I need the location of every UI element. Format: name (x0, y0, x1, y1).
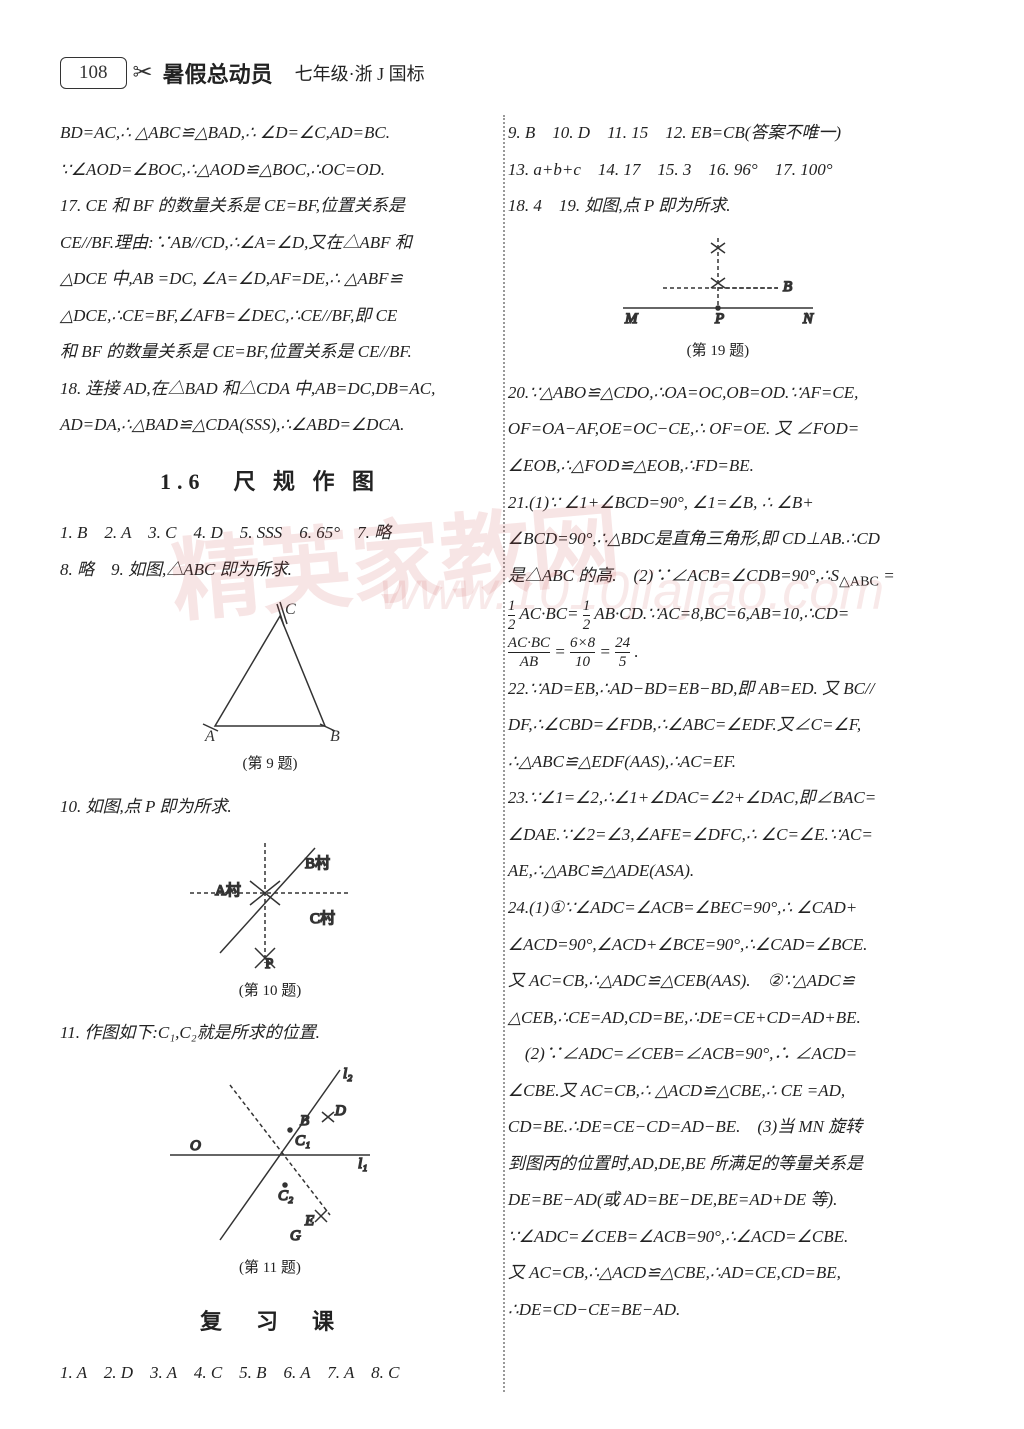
fraction: 6×810 (570, 635, 595, 671)
text-line: 23.∵∠1=∠2,∴∠1+∠DAC=∠2+∠DAC,即∠BAC= (508, 780, 928, 817)
title-sub: 七年级·浙 J 国标 (295, 60, 425, 86)
text-line: 到图丙的位置时,AD,DE,BE 所满足的等量关系是 (508, 1146, 928, 1183)
fraction: 12 (508, 598, 516, 634)
text-line: 21.(1)∵ ∠1+∠BCD=90°, ∠1=∠B, ∴ ∠B+ (508, 485, 928, 522)
text-line: △DCE,∴CE=BF,∠AFB=∠DEC,∴CE//BF,即 CE (60, 298, 480, 335)
svg-text:C₂: C₂ (278, 1188, 293, 1204)
text-line: 又 AC=CB,∴△ADC≌△CEB(AAS). ②∵△ADC≌ (508, 963, 928, 1000)
text-line: 18. 4 19. 如图,点 P 即为所求. (508, 188, 928, 225)
page-number: 108 (60, 57, 127, 89)
text-line: AD=DA,∴△BAD≌△CDA(SSS),∴∠ABD=∠DCA. (60, 407, 480, 444)
text-line: 18. 连接 AD,在△BAD 和△CDA 中,AB=DC,DB=AC, (60, 371, 480, 408)
svg-text:M: M (624, 311, 639, 327)
figure-19: M P N B (第 19 题) (508, 233, 928, 367)
svg-text:l₂: l₂ (343, 1066, 352, 1082)
text-line: ∠BCD=90°,∴△BDC是直角三角形,即 CD⊥AB.∴CD (508, 521, 928, 558)
svg-text:B: B (330, 728, 340, 745)
text-span: AB·CD.∵AC=8,BC=6,AB=10,∴CD= (594, 604, 849, 623)
text-line: 24.(1)①∵∠ADC=∠ACB=∠BEC=90°,∴ ∠CAD+ (508, 890, 928, 927)
text-line: 17. CE 和 BF 的数量关系是 CE=BF,位置关系是 (60, 188, 480, 225)
figure-9-svg: C A B (185, 596, 355, 746)
text-line: △CEB,∴CE=AD,CD=BE,∴DE=CE+CD=AD+BE. (508, 1000, 928, 1037)
text-line: 和 BF 的数量关系是 CE=BF,位置关系是 CE//BF. (60, 334, 480, 371)
text-line: △DCE 中,AB =DC, ∠A=∠D,AF=DE,∴ △ABF≌ (60, 261, 480, 298)
figure-19-svg: M P N B (603, 233, 833, 333)
text-span: AC·BC= (519, 604, 578, 623)
figure-10-svg: B村 A村 C村 P (170, 833, 370, 973)
text-line: DF,∴∠CBD=∠FDB,∴∠ABC=∠EDF.又∠C=∠F, (508, 707, 928, 744)
text-line: 是△ABC 的高. (2)∵∠ACB=∠CDB=90°,∴S△ABC = (508, 558, 928, 597)
text-line: BD=AC,∴ △ABC≌△BAD,∴ ∠D=∠C,AD=BC. (60, 115, 480, 152)
text-line: AC·BCAB = 6×810 = 245 . (508, 634, 928, 671)
figure-11: O D B C₁ l₁ l₂ C₂ E G (第 11 题) (60, 1060, 480, 1284)
text-line: (2)∵∠ADC=∠CEB=∠ACB=90°,∴ ∠ACD= (508, 1036, 928, 1073)
svg-text:B: B (300, 1113, 309, 1129)
text-line: ∠DAE.∵∠2=∠3,∠AFE=∠DFC,∴ ∠C=∠E.∵AC= (508, 817, 928, 854)
text-line: 10. 如图,点 P 即为所求. (60, 789, 480, 826)
text-line: DE=BE−AD(或 AD=BE−DE,BE=AD+DE 等). (508, 1182, 928, 1219)
figure-19-caption: (第 19 题) (687, 335, 750, 367)
column-divider (503, 115, 505, 1392)
svg-text:N: N (802, 311, 814, 327)
fraction: AC·BCAB (508, 635, 550, 671)
section-title-review: 复 习 课 (60, 1298, 480, 1345)
fraction: 245 (615, 635, 630, 671)
svg-text:A: A (204, 728, 215, 745)
left-column: BD=AC,∴ △ABC≌△BAD,∴ ∠D=∠C,AD=BC. ∵∠AOD=∠… (60, 115, 494, 1392)
text-line: 20.∵△ABO≌△CDO,∴OA=OC,OB=OD.∵AF=CE, (508, 375, 928, 412)
text-line: ∵∠ADC=∠CEB=∠ACB=90°,∴∠ACD=∠CBE. (508, 1219, 928, 1256)
title-main: 暑假总动员 (163, 57, 273, 89)
text-line: ∠EOB,∴△FOD≌△EOB,∴FD=BE. (508, 448, 928, 485)
text-line: 8. 略 9. 如图,△ABC 即为所求. (60, 552, 480, 589)
figure-10: B村 A村 C村 P (第 10 题) (60, 833, 480, 1007)
text-line: AE,∴△ABC≌△ADE(ASA). (508, 853, 928, 890)
text-line: CE//BF.理由:∵AB//CD,∴∠A=∠D,又在△ABF 和 (60, 225, 480, 262)
text-line: ∴△ABC≌△EDF(AAS),∴AC=EF. (508, 744, 928, 781)
section-title-1-6: 1.6 尺 规 作 图 (60, 458, 480, 505)
svg-text:C₁: C₁ (295, 1133, 310, 1149)
svg-text:G: G (290, 1228, 301, 1244)
text-span: 是△ABC 的高. (2)∵∠ACB=∠CDB=90°,∴S (508, 566, 839, 585)
figure-9: C A B (第 9 题) (60, 596, 480, 780)
text-line: 1. B 2. A 3. C 4. D 5. SSS 6. 65° 7. 略 (60, 515, 480, 552)
text-line: ∵∠AOD=∠BOC,∴△AOD≌△BOC,∴OC=OD. (60, 152, 480, 189)
page-header: 108 ✂ 暑假总动员 七年级·浙 J 国标 (60, 50, 964, 95)
text-line: CD=BE.∴DE=CE−CD=AD−BE. (3)当 MN 旋转 (508, 1109, 928, 1146)
subscript: △ABC (839, 573, 879, 589)
svg-text:D: D (334, 1103, 346, 1119)
right-column: 9. B 10. D 11. 15 12. EB=CB(答案不唯一) 13. a… (494, 115, 928, 1392)
svg-text:C村: C村 (310, 910, 335, 927)
svg-text:E: E (304, 1213, 314, 1229)
text-line: 13. a+b+c 14. 17 15. 3 16. 96° 17. 100° (508, 152, 928, 189)
text-line: 22.∵AD=EB,∴AD−BD=EB−BD,即 AB=ED. 又 BC// (508, 671, 928, 708)
text-line: ∠ACD=90°,∠ACD+∠BCE=90°,∴∠CAD=∠BCE. (508, 927, 928, 964)
text-line: 1. A 2. D 3. A 4. C 5. B 6. A 7. A 8. C (60, 1355, 480, 1392)
text-line: 12 AC·BC= 12 AB·CD.∵AC=8,BC=6,AB=10,∴CD= (508, 596, 928, 633)
svg-text:C: C (285, 601, 296, 618)
header-decoration: ✂ (133, 58, 153, 87)
svg-text:A村: A村 (215, 882, 241, 899)
text-line: 9. B 10. D 11. 15 12. EB=CB(答案不唯一) (508, 115, 928, 152)
figure-10-caption: (第 10 题) (239, 975, 302, 1007)
text-line: OF=OA−AF,OE=OC−CE,∴ OF=OE. 又 ∠FOD= (508, 411, 928, 448)
svg-text:B村: B村 (305, 855, 330, 872)
svg-text:B: B (783, 279, 792, 295)
content-columns: BD=AC,∴ △ABC≌△BAD,∴ ∠D=∠C,AD=BC. ∵∠AOD=∠… (60, 115, 964, 1392)
text-span: = (879, 566, 895, 585)
text-line: 又 AC=CB,∴△ACD≌△CBE,∴AD=CE,CD=BE, (508, 1255, 928, 1292)
svg-text:P: P (714, 311, 724, 327)
text-line: ∠CBE.又 AC=CB,∴ △ACD≌△CBE,∴ CE =AD, (508, 1073, 928, 1110)
text-line: ∴DE=CD−CE=BE−AD. (508, 1292, 928, 1329)
figure-11-svg: O D B C₁ l₁ l₂ C₂ E G (160, 1060, 380, 1250)
svg-text:l₁: l₁ (358, 1156, 367, 1172)
figure-9-caption: (第 9 题) (242, 748, 297, 780)
text-line: 11. 作图如下:C₁,C₂就是所求的位置. (60, 1015, 480, 1052)
figure-11-caption: (第 11 题) (239, 1252, 301, 1284)
svg-text:O: O (190, 1138, 201, 1154)
fraction: 12 (583, 598, 591, 634)
